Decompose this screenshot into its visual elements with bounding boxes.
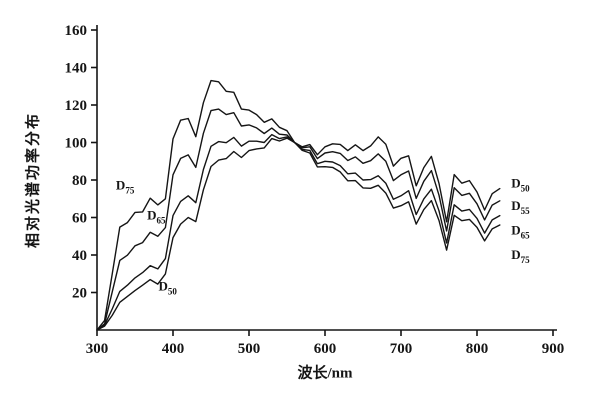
series-D55 xyxy=(96,133,501,331)
y-tick-label: 160 xyxy=(65,23,88,39)
y-tick-label: 40 xyxy=(72,248,87,264)
y-tick-label: 60 xyxy=(72,211,87,227)
y-axis-label: 相对光谱功率分布 xyxy=(25,111,42,249)
curve-label-D55-right: D55 xyxy=(511,198,530,216)
x-tick-label: 500 xyxy=(238,341,261,357)
x-tick-label: 900 xyxy=(542,341,565,357)
series-D50 xyxy=(96,136,501,331)
series-D75 xyxy=(96,79,501,331)
x-tick-label: 400 xyxy=(162,341,185,357)
x-tick-label: 600 xyxy=(314,341,337,357)
y-tick-label: 20 xyxy=(72,286,87,302)
y-tick-label: 100 xyxy=(65,136,88,152)
curve-label-D65-left: D65 xyxy=(147,207,166,225)
curve-label-D65-right: D65 xyxy=(511,222,530,240)
x-axis-label: 波长/nm xyxy=(297,365,353,382)
curve-label-D50-left: D50 xyxy=(158,279,177,297)
curve-label-D50-right: D50 xyxy=(511,176,530,194)
x-tick-label: 800 xyxy=(466,341,489,357)
y-tick-label: 120 xyxy=(65,98,88,114)
x-tick-label: 300 xyxy=(86,341,109,357)
y-tick-label: 80 xyxy=(72,173,87,189)
x-tick-label: 700 xyxy=(390,341,413,357)
curve-label-D75-right: D75 xyxy=(511,247,530,265)
y-tick-label: 140 xyxy=(65,61,88,77)
curve-label-D75-left: D75 xyxy=(116,177,135,195)
